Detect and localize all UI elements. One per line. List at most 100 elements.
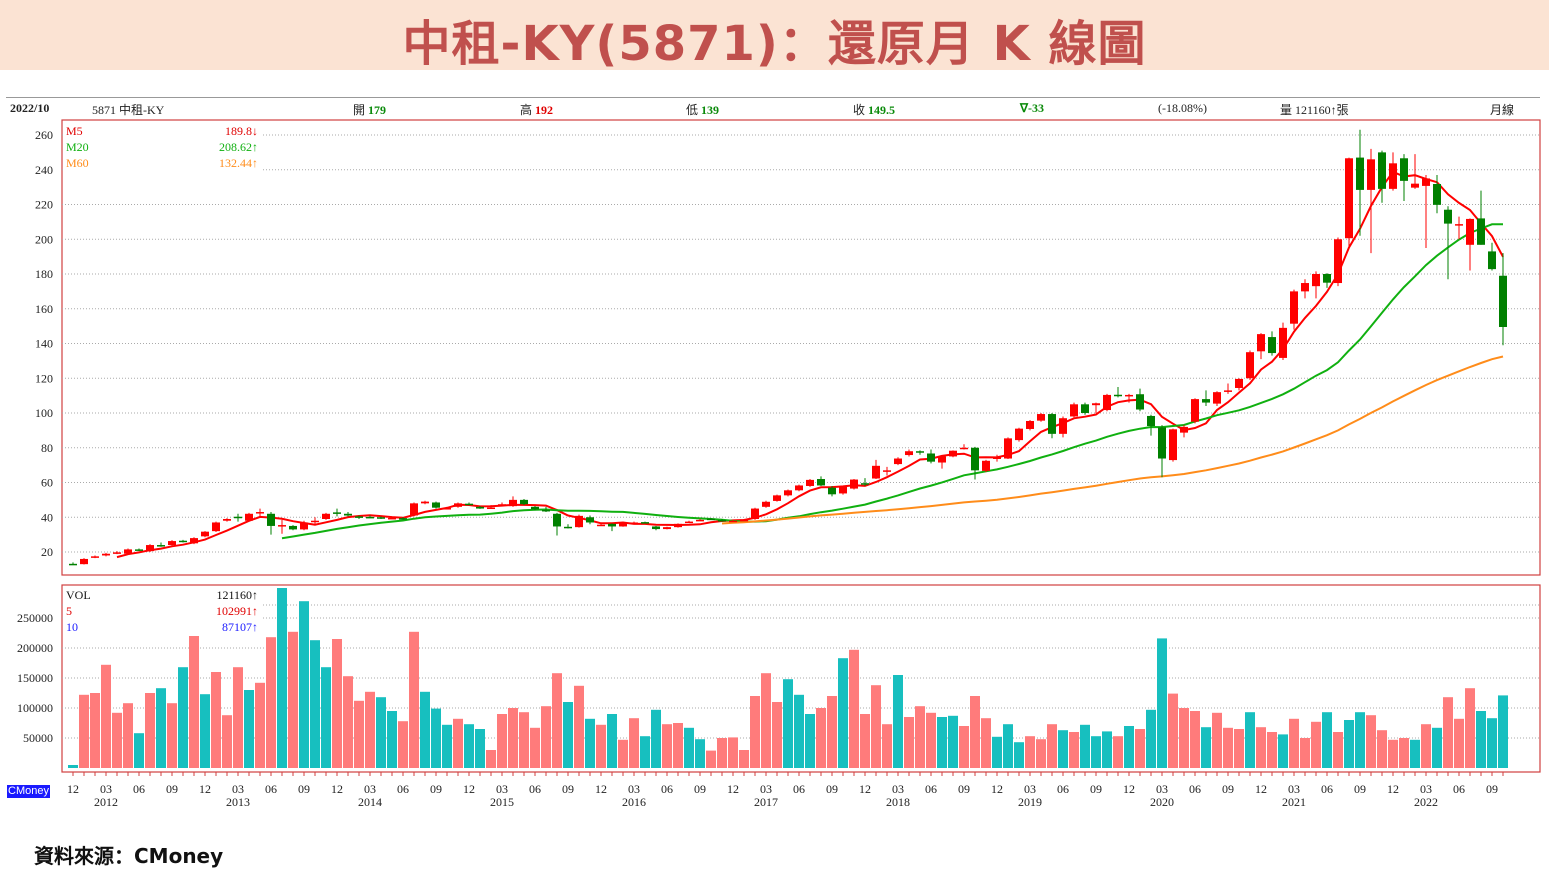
x-month-label: 03 xyxy=(1288,782,1300,796)
x-month-label: 03 xyxy=(892,782,904,796)
candle-body xyxy=(608,523,616,527)
candle-body xyxy=(443,508,451,510)
volume-bar xyxy=(1344,720,1354,768)
volume-bar xyxy=(970,696,980,768)
candle-body xyxy=(509,499,517,507)
volume-bar xyxy=(398,721,408,768)
candle-body xyxy=(366,516,374,519)
volume-bar xyxy=(618,739,628,768)
price-legend-name: M20 xyxy=(66,140,89,154)
price-legend-value: 208.62↑ xyxy=(219,140,258,154)
volume-bar xyxy=(662,724,672,768)
candle-body xyxy=(399,518,407,520)
x-month-label: 09 xyxy=(958,782,970,796)
volume-bar xyxy=(1168,693,1178,768)
volume-bar xyxy=(497,714,507,768)
price-tick-label: 80 xyxy=(41,441,53,455)
price-tick-label: 120 xyxy=(35,371,53,385)
volume-legend-name: 5 xyxy=(66,604,72,618)
candle-body xyxy=(839,486,847,494)
volume-bar xyxy=(1498,695,1508,768)
header-open: 開 179 xyxy=(353,103,387,117)
candle-body xyxy=(377,517,385,519)
candle-body xyxy=(432,502,440,508)
x-month-label: 12 xyxy=(67,782,79,796)
x-month-label: 06 xyxy=(661,782,673,796)
volume-bar xyxy=(530,727,540,768)
volume-legend-name: 10 xyxy=(66,620,78,634)
volume-bar xyxy=(1322,712,1332,768)
data-source: 資料來源：CMoney xyxy=(34,844,224,868)
volume-bar xyxy=(387,711,397,768)
volume-bar xyxy=(1102,731,1112,768)
volume-bar xyxy=(1421,724,1431,768)
volume-bar xyxy=(1080,724,1090,768)
candle-body xyxy=(333,512,341,514)
candle-body xyxy=(1048,414,1056,434)
volume-bar xyxy=(233,667,243,768)
x-month-label: 06 xyxy=(1453,782,1465,796)
header-stock: 5871 中租-KY xyxy=(92,103,165,117)
volume-bar xyxy=(1091,736,1101,768)
candle-body xyxy=(1389,163,1397,189)
candle-body xyxy=(850,479,858,489)
volume-bar xyxy=(343,676,353,768)
volume-tick-label: 100000 xyxy=(17,701,53,715)
candle-body xyxy=(960,447,968,450)
x-month-label: 03 xyxy=(1024,782,1036,796)
volume-bar xyxy=(332,639,342,768)
candle-body xyxy=(520,499,528,505)
volume-bar xyxy=(915,706,925,768)
volume-bar xyxy=(442,724,452,768)
price-legend-value: 132.44↑ xyxy=(219,156,258,170)
volume-bar xyxy=(486,750,496,768)
price-tick-label: 40 xyxy=(41,510,53,524)
volume-bar xyxy=(508,708,518,768)
volume-bar xyxy=(640,736,650,768)
volume-bar xyxy=(1157,638,1167,768)
candle-body xyxy=(102,553,110,556)
candle-body xyxy=(1125,394,1133,397)
price-legend-value: 189.8↓ xyxy=(225,124,258,138)
candle-body xyxy=(971,447,979,471)
x-month-label: 06 xyxy=(397,782,409,796)
candle-body xyxy=(267,513,275,526)
volume-bar xyxy=(1234,729,1244,768)
header-close: 收 149.5 xyxy=(853,103,896,117)
candle-body xyxy=(421,501,429,504)
volume-bar xyxy=(475,729,485,768)
candle-body xyxy=(652,526,660,530)
volume-bar xyxy=(1443,697,1453,768)
candle-body xyxy=(696,519,704,522)
candle-body xyxy=(1400,158,1408,181)
volume-bar xyxy=(717,738,727,768)
candle-body xyxy=(685,521,693,524)
header-high: 高 192 xyxy=(520,103,554,117)
x-year-label: 2014 xyxy=(358,795,382,809)
price-tick-label: 20 xyxy=(41,545,53,559)
volume-bar xyxy=(354,700,364,768)
candle-body xyxy=(289,525,297,530)
volume-tick-label: 250000 xyxy=(17,611,53,625)
candle-body xyxy=(322,513,330,519)
candle-body xyxy=(817,479,825,486)
x-month-label: 09 xyxy=(1222,782,1234,796)
candle-body xyxy=(1433,183,1441,205)
volume-bar xyxy=(882,724,892,768)
volume-bar xyxy=(1212,712,1222,768)
header-period: 月線 xyxy=(1490,103,1515,117)
x-year-label: 2022 xyxy=(1414,795,1438,809)
candle-body xyxy=(300,522,308,530)
candle-body xyxy=(1444,209,1452,224)
volume-bar xyxy=(167,703,177,768)
x-month-label: 12 xyxy=(1255,782,1267,796)
candle-body xyxy=(245,513,253,521)
price-tick-label: 220 xyxy=(35,198,53,212)
candle-body xyxy=(1356,157,1364,190)
candle-body xyxy=(1037,414,1045,421)
x-year-label: 2018 xyxy=(886,795,910,809)
volume-bar xyxy=(1454,718,1464,768)
volume-bar xyxy=(959,726,969,768)
x-month-label: 06 xyxy=(1057,782,1069,796)
candle-body xyxy=(586,517,594,523)
